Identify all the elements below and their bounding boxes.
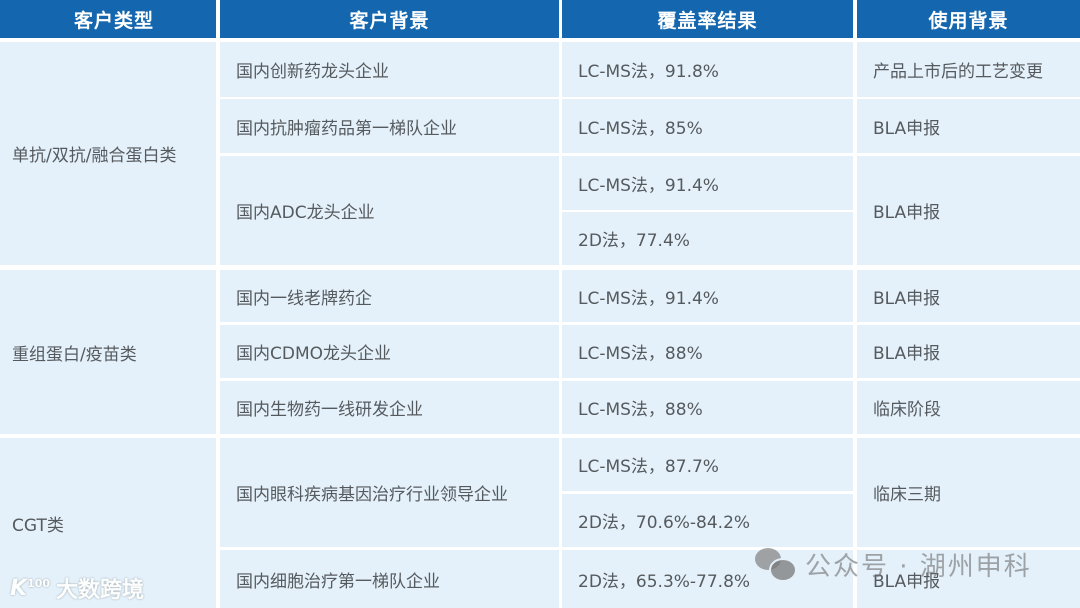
company-background-cell: 国内CDMO龙头企业: [220, 325, 559, 378]
coverage-result-cell: LC-MS法，88%: [562, 325, 853, 378]
wechat-icon: [755, 547, 797, 582]
watermark-left-text: 大数跨境: [56, 578, 145, 603]
usage-cell: BLA申报: [857, 550, 1080, 608]
coverage-result-cell: 2D法，65.3%-77.8%: [562, 550, 853, 608]
header-coverage-result: 覆盖率结果: [562, 0, 853, 38]
company-background-cell: 国内细胞治疗第一梯队企业: [220, 550, 559, 608]
watermark-wechat-account: 公众号 · 湖州申科: [755, 546, 1032, 583]
company-background-cell: 国内创新药龙头企业: [220, 42, 559, 97]
group-type-cell: 重组蛋白/疫苗类: [0, 270, 216, 434]
company-background-cell: 国内一线老牌药企: [220, 270, 559, 322]
usage-cell: 临床阶段: [857, 381, 1080, 434]
k100-logo-icon: K100: [10, 575, 51, 601]
coverage-result-cell: LC-MS法，88%: [562, 381, 853, 434]
header-usage-background: 使用背景: [857, 0, 1080, 38]
company-background-cell: 国内ADC龙头企业: [220, 156, 559, 265]
usage-cell: BLA申报: [857, 99, 1080, 153]
company-background-cell: 国内生物药一线研发企业: [220, 381, 559, 434]
usage-cell: 临床三期: [857, 438, 1080, 547]
usage-cell: BLA申报: [857, 325, 1080, 378]
coverage-result-cell: LC-MS法，91.4%: [562, 270, 853, 322]
coverage-result-cell: LC-MS法，91.8%: [562, 42, 853, 97]
header-customer-background: 客户背景: [220, 0, 559, 38]
watermark-right-text: 公众号 · 湖州申科: [805, 552, 1032, 582]
usage-cell: BLA申报: [857, 156, 1080, 265]
coverage-result-cell: LC-MS法，85%: [562, 99, 853, 153]
header-customer-type: 客户类型: [0, 0, 216, 38]
watermark-dashujuajing: K100 大数跨境: [10, 572, 144, 604]
usage-cell: 产品上市后的工艺变更: [857, 42, 1080, 97]
company-background-cell: 国内眼科疾病基因治疗行业领导企业: [220, 438, 559, 547]
coverage-result-cell: LC-MS法，87.7%: [562, 438, 853, 491]
company-background-cell: 国内抗肿瘤药品第一梯队企业: [220, 99, 559, 153]
coverage-result-cell: LC-MS法，91.4%: [562, 156, 853, 210]
coverage-result-cell: 2D法，77.4%: [562, 212, 853, 265]
group-type-cell: CGT类: [0, 438, 216, 608]
group-type-cell: 单抗/双抗/融合蛋白类: [0, 42, 216, 265]
usage-cell: BLA申报: [857, 270, 1080, 322]
coverage-result-cell: 2D法，70.6%-84.2%: [562, 494, 853, 547]
